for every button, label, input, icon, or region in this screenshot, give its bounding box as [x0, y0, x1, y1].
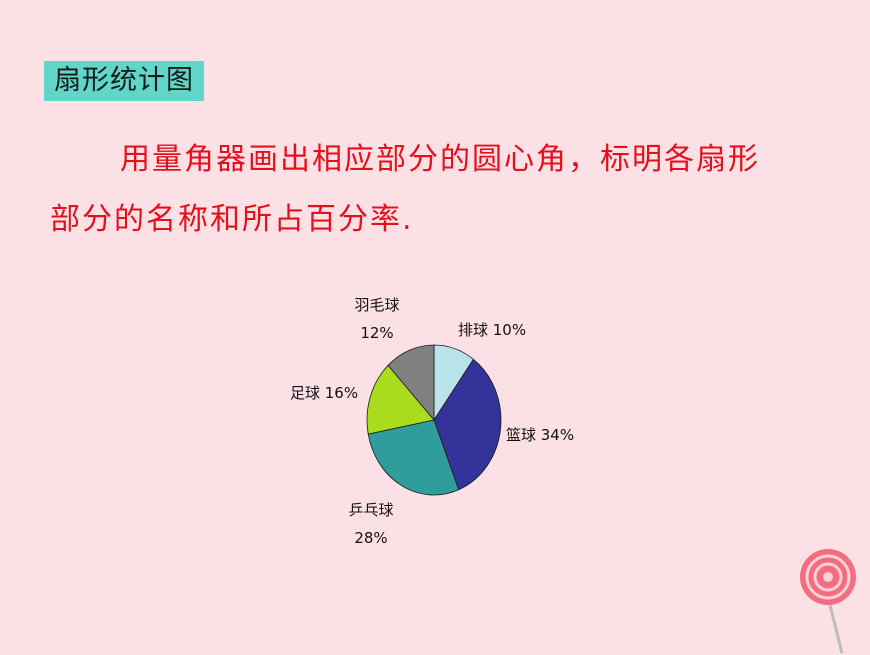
pie-label-1-line-0: 篮球 34% [506, 426, 574, 444]
instruction-text: 用量角器画出相应部分的圆心角，标明各扇形部分的名称和所占百分率. [50, 142, 760, 237]
pie-slice-4 [387, 344, 435, 422]
pie-labels: 排球 10% 篮球 34% 乒乓球 28% 足球 16% 羽毛球 12% [290, 296, 574, 547]
pie-label-3-line-0: 足球 16% [290, 384, 358, 402]
pie-slice-2 [367, 419, 460, 496]
pie-label-4-line-1: 12% [360, 324, 393, 342]
pie-label-2-line-0: 乒乓球 [348, 501, 393, 519]
pie-label-2-line-1: 28% [354, 529, 387, 547]
pie-label-0-line-0: 排球 10% [458, 321, 526, 339]
pie-slices [366, 344, 502, 496]
chart-type-tag: 扇形统计图 [44, 61, 204, 101]
lollipop-decoration [800, 549, 856, 654]
pie-slice-1 [433, 358, 502, 491]
pie-label-4-line-0: 羽毛球 [354, 296, 399, 314]
pie-slice-3 [366, 364, 435, 435]
